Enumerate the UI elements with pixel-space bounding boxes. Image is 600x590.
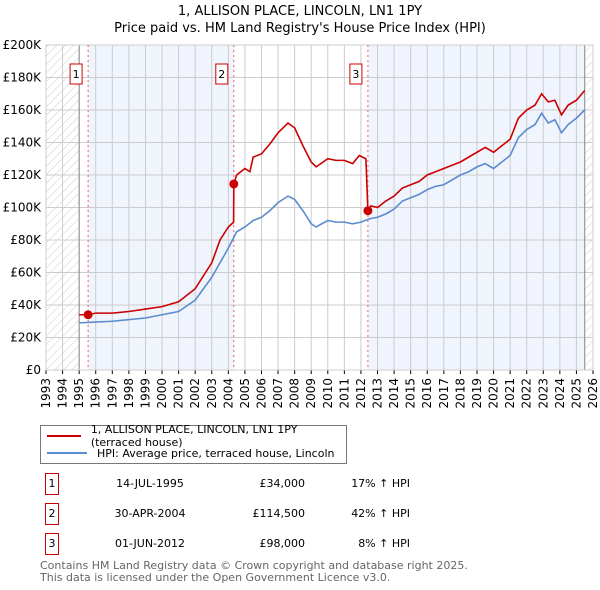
sale-label-box — [69, 63, 83, 85]
footer-copyright: Contains HM Land Registry data © Crown c… — [40, 559, 468, 572]
price-chart: £0 £20K £40K £60K £80K £100K £120K £140K £160K £1… — [3, 38, 600, 409]
x-tick-label: 1994 — [56, 378, 70, 409]
x-tick-label: 2016 — [420, 378, 434, 409]
series-line — [79, 89, 586, 316]
x-tick-label: 2003 — [205, 378, 219, 409]
sale-label: 3 — [352, 68, 359, 81]
sale-number: 1 — [45, 473, 59, 495]
x-tick-label: 2011 — [337, 378, 351, 409]
sale-label-box — [349, 63, 363, 85]
x-tick-label: 2013 — [371, 378, 385, 409]
x-tick-label: 2015 — [404, 378, 418, 409]
sale-date: 14-JUL-1995 — [116, 477, 184, 490]
x-tick-label: 2001 — [172, 378, 186, 409]
sale-hpi: 17% ↑ HPI — [351, 477, 410, 490]
series-line — [79, 109, 586, 324]
x-tick-label: 2012 — [354, 378, 368, 409]
sale-number: 2 — [45, 503, 59, 525]
x-tick-label: 2006 — [254, 378, 268, 409]
sale-price: £98,000 — [259, 537, 306, 550]
x-tick-label: 2002 — [188, 378, 202, 409]
y-tick-label: £200K — [3, 38, 43, 52]
plot-frame — [45, 44, 594, 371]
x-tick-label: 1998 — [122, 378, 136, 409]
sale-label-box — [215, 63, 229, 85]
x-tick-label: 2007 — [271, 378, 285, 409]
sale-label: 2 — [218, 68, 225, 81]
sale-label: 1 — [73, 68, 80, 81]
legend: 1, ALLISON PLACE, LINCOLN, LN1 1PY (terr… — [40, 423, 347, 464]
y-tick-label: £140K — [3, 136, 43, 150]
x-tick-label: 1997 — [105, 378, 119, 409]
x-tick-label: 2026 — [586, 378, 600, 409]
sale-point — [229, 179, 239, 189]
x-tick-label: 2023 — [536, 378, 550, 409]
y-tick-label: £60K — [10, 266, 42, 280]
x-tick-label: 2008 — [288, 378, 302, 409]
sale-point — [83, 310, 93, 320]
y-tick-label: £160K — [3, 103, 43, 117]
x-tick-label: 1995 — [72, 378, 86, 409]
y-tick-label: £80K — [10, 233, 42, 247]
x-tick-label: 2017 — [437, 378, 451, 409]
x-tick-label: 2018 — [453, 378, 467, 409]
legend-blue-line — [47, 452, 87, 454]
sale-date: 01-JUN-2012 — [114, 537, 186, 550]
x-tick-label: 2009 — [304, 378, 318, 409]
x-tick-label: 1996 — [89, 378, 103, 409]
sale-point — [363, 206, 373, 216]
x-tick-label: 2021 — [503, 378, 517, 409]
chart-subtitle: Price paid vs. HM Land Registry's House … — [114, 21, 486, 36]
x-tick-label: 2005 — [238, 378, 252, 409]
x-tick-label: 1993 — [39, 378, 53, 409]
sale-price: £34,000 — [259, 477, 306, 490]
x-tick-label: 2010 — [321, 378, 335, 409]
y-tick-label: £100K — [3, 201, 43, 215]
x-tick-label: 2022 — [520, 378, 534, 409]
sale-price: £114,500 — [252, 507, 306, 520]
sale-date: 30-APR-2004 — [114, 507, 186, 520]
footer-licence: This data is licensed under the Open Gov… — [40, 571, 391, 584]
sale-hpi: 42% ↑ HPI — [351, 507, 410, 520]
sale-hpi: 8% ↑ HPI — [358, 537, 410, 550]
x-tick-label: 2014 — [387, 378, 401, 409]
y-tick-label: £40K — [10, 298, 42, 312]
x-tick-label: 2004 — [221, 378, 235, 409]
chart-title: 1, ALLISON PLACE, LINCOLN, LN1 1PY — [177, 4, 423, 19]
sale-number: 3 — [45, 533, 59, 555]
x-tick-label: 1999 — [138, 378, 152, 409]
y-tick-label: £120K — [3, 168, 43, 182]
y-tick-label: £180K — [3, 71, 43, 85]
x-tick-label: 2024 — [553, 378, 567, 409]
x-tick-label: 2019 — [470, 378, 484, 409]
x-tick-label: 2025 — [569, 378, 583, 409]
legend-red-line — [47, 435, 81, 437]
legend-hpi: HPI: Average price, terraced house, Linc… — [97, 446, 335, 460]
legend-property: 1, ALLISON PLACE, LINCOLN, LN1 1PY (terr… — [90, 423, 298, 449]
y-tick-label: £0 — [26, 363, 41, 377]
y-tick-label: £20K — [10, 331, 42, 345]
x-tick-label: 2000 — [155, 378, 169, 409]
x-tick-label: 2020 — [487, 378, 501, 409]
